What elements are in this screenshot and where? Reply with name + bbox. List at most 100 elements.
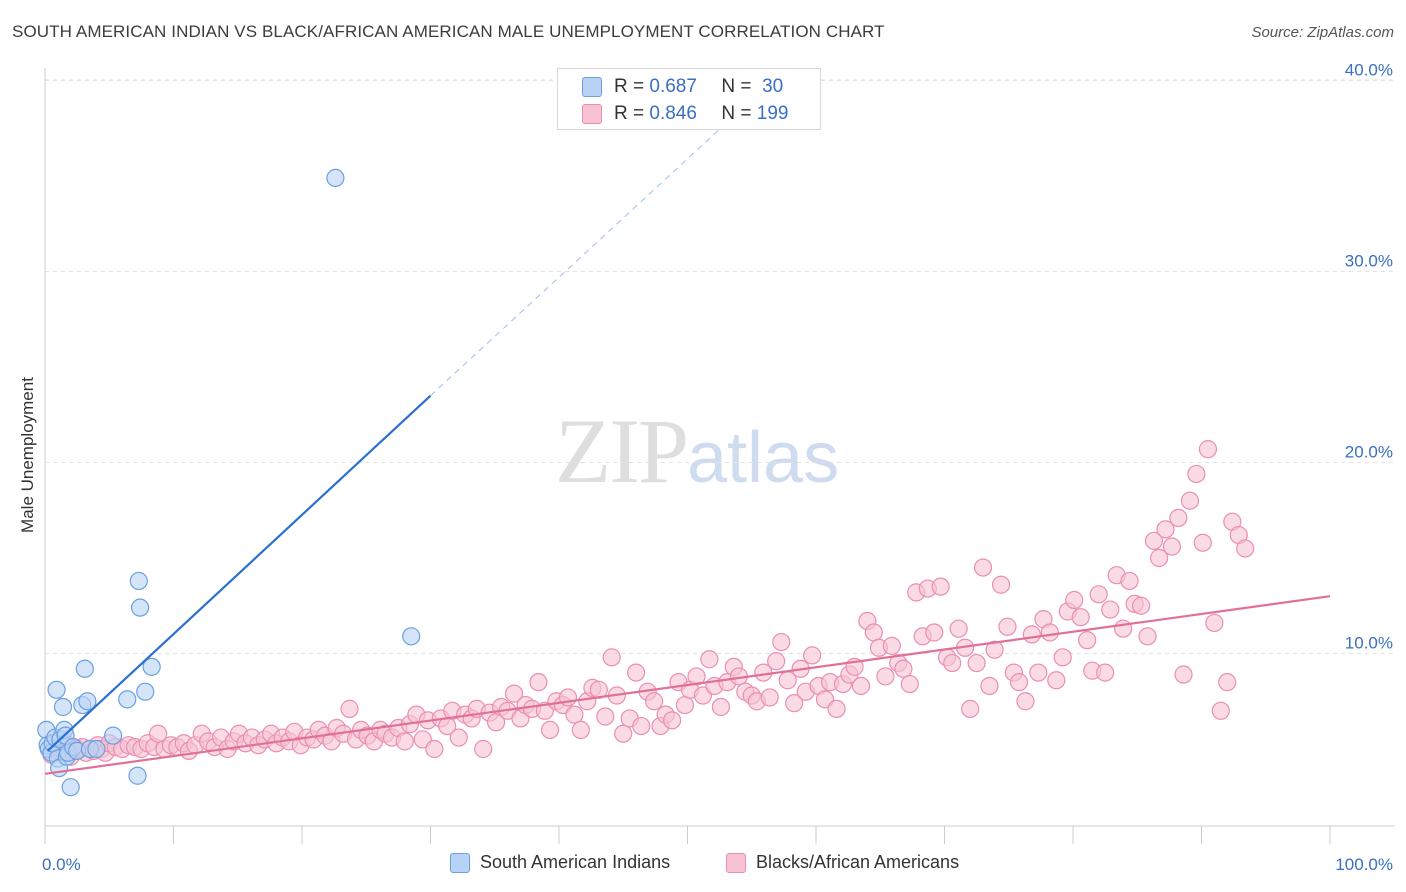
point-pink bbox=[1211, 701, 1230, 720]
stats-row-blue: R = 0.687 N = 30 bbox=[582, 74, 783, 100]
point-pink bbox=[1114, 619, 1133, 638]
point-pink bbox=[1218, 673, 1237, 692]
point-pink bbox=[1040, 623, 1059, 642]
legend-item-blue: South American Indians bbox=[450, 852, 670, 873]
n-value: 30 bbox=[762, 76, 784, 97]
point-pink bbox=[882, 636, 901, 655]
point-blue bbox=[136, 682, 155, 701]
point-blue bbox=[47, 680, 66, 699]
point-pink bbox=[529, 673, 548, 692]
point-pink bbox=[925, 623, 944, 642]
legend-label-blue: South American Indians bbox=[480, 852, 671, 872]
stats-legend: R = 0.687 N = 30 R = 0.846 N = 199 bbox=[557, 68, 821, 130]
point-pink bbox=[876, 667, 895, 686]
bottom-legend: South American Indians Blacks/African Am… bbox=[0, 852, 1406, 878]
point-pink bbox=[1169, 508, 1188, 527]
point-pink bbox=[614, 724, 633, 743]
stats-row-pink: R = 0.846 N = 199 bbox=[582, 101, 788, 127]
r-value: 0.687 bbox=[649, 76, 697, 97]
trendline-pink bbox=[44, 595, 1331, 775]
point-pink bbox=[1016, 692, 1035, 711]
point-pink bbox=[1193, 533, 1212, 552]
y-tick-label: 30.0% bbox=[1345, 252, 1393, 271]
point-pink bbox=[803, 646, 822, 665]
point-pink bbox=[998, 617, 1017, 636]
point-pink bbox=[711, 697, 731, 717]
point-pink bbox=[785, 694, 804, 713]
point-blue bbox=[118, 690, 137, 709]
point-pink bbox=[1078, 631, 1097, 650]
point-pink bbox=[1029, 663, 1048, 682]
point-pink bbox=[596, 707, 615, 726]
point-pink bbox=[474, 739, 493, 759]
point-pink bbox=[1096, 663, 1115, 682]
r-label: R = bbox=[614, 103, 645, 124]
point-blue bbox=[130, 598, 150, 617]
legend-swatch-blue bbox=[450, 852, 470, 873]
point-blue bbox=[78, 692, 97, 711]
point-pink bbox=[1022, 625, 1041, 644]
point-pink bbox=[626, 663, 646, 682]
n-label: N = bbox=[721, 76, 752, 97]
point-pink bbox=[1180, 491, 1200, 510]
point-pink bbox=[1053, 648, 1072, 667]
point-pink bbox=[1162, 537, 1182, 556]
point-pink bbox=[980, 676, 999, 696]
point-blue bbox=[104, 726, 123, 745]
blue-swatch bbox=[582, 77, 602, 97]
watermark-zip: ZIP bbox=[555, 400, 689, 502]
point-pink bbox=[961, 699, 980, 718]
x-tick-label: 0.0% bbox=[42, 855, 81, 874]
point-pink bbox=[395, 732, 414, 751]
point-blue bbox=[87, 739, 106, 759]
point-pink bbox=[1156, 520, 1175, 539]
point-blue bbox=[75, 659, 94, 678]
trendline-blue-extension bbox=[430, 99, 753, 397]
r-label: R = bbox=[614, 76, 645, 97]
y-tick-label: 10.0% bbox=[1345, 634, 1393, 653]
point-pink bbox=[449, 728, 468, 747]
pink-swatch bbox=[582, 104, 602, 124]
point-pink bbox=[644, 692, 664, 711]
legend-swatch-pink bbox=[726, 852, 746, 873]
point-pink bbox=[760, 688, 779, 707]
point-pink bbox=[1205, 613, 1224, 633]
n-label: N = bbox=[721, 103, 752, 124]
point-pink bbox=[1132, 596, 1151, 615]
point-blue bbox=[128, 766, 147, 785]
point-pink bbox=[1120, 571, 1139, 591]
point-pink bbox=[991, 575, 1011, 594]
x-tick-label: 100.0% bbox=[1335, 855, 1393, 874]
point-pink bbox=[148, 724, 168, 743]
legend-item-pink: Blacks/African Americans bbox=[726, 852, 959, 873]
trendline-blue bbox=[46, 394, 432, 752]
point-pink bbox=[700, 650, 719, 669]
point-pink bbox=[1047, 671, 1066, 690]
point-pink bbox=[1089, 585, 1108, 604]
chart-title: SOUTH AMERICAN INDIAN VS BLACK/AFRICAN A… bbox=[12, 22, 885, 41]
point-pink bbox=[973, 558, 993, 577]
point-pink bbox=[949, 619, 968, 638]
point-pink bbox=[565, 705, 584, 724]
point-pink bbox=[1009, 673, 1029, 692]
point-pink bbox=[1138, 627, 1157, 646]
legend-label-pink: Blacks/African Americans bbox=[756, 852, 960, 872]
point-pink bbox=[767, 652, 786, 671]
watermark-atlas: atlas bbox=[687, 418, 840, 498]
point-blue bbox=[53, 697, 73, 717]
y-tick-label: 20.0% bbox=[1345, 443, 1393, 462]
point-pink bbox=[1174, 665, 1193, 684]
source-label: Source: ZipAtlas.com bbox=[1251, 24, 1394, 41]
point-pink bbox=[540, 720, 560, 740]
point-pink bbox=[602, 648, 621, 667]
point-pink bbox=[1149, 548, 1169, 568]
point-pink bbox=[504, 684, 524, 703]
n-value: 199 bbox=[756, 103, 789, 124]
point-pink bbox=[1236, 539, 1255, 558]
point-pink bbox=[1187, 464, 1206, 484]
point-blue bbox=[326, 168, 345, 188]
point-pink bbox=[894, 659, 913, 678]
point-pink bbox=[827, 699, 846, 718]
point-pink bbox=[1198, 440, 1218, 459]
